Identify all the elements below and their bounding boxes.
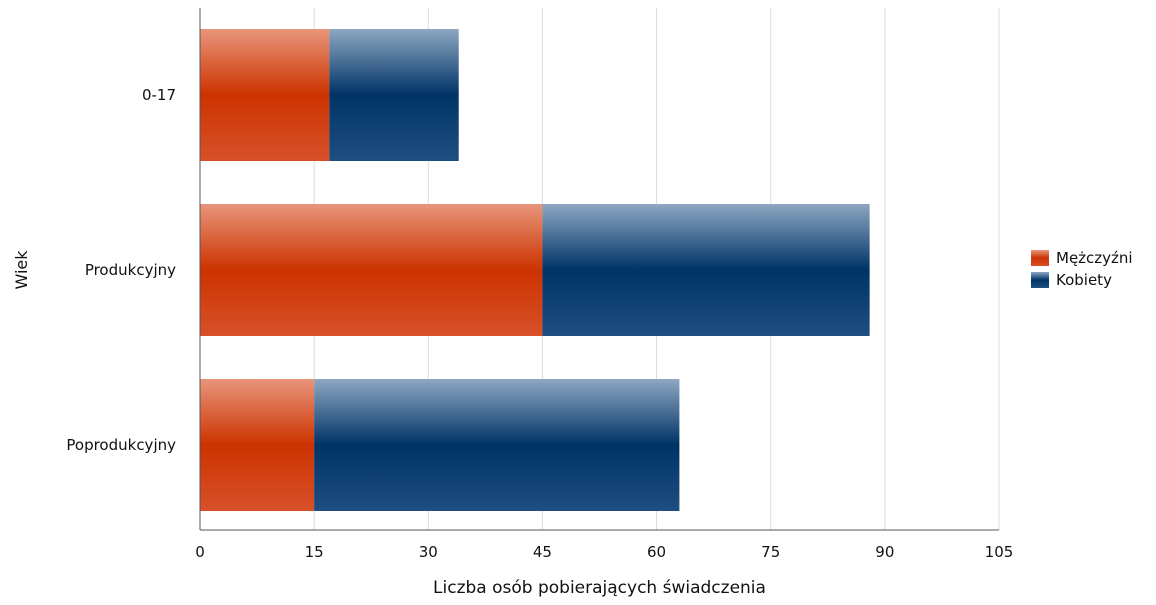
- x-axis-title: Liczba osób pobierających świadczenia: [433, 578, 766, 598]
- bar-poprodukcyjny-series-0: [200, 379, 315, 511]
- x-tick-label-75: 75: [761, 543, 780, 561]
- legend-label-0: Mężczyźni: [1056, 249, 1133, 267]
- x-tick-label-90: 90: [875, 543, 894, 561]
- bars: [200, 29, 870, 511]
- legend-swatch-0: [1031, 250, 1049, 266]
- x-tick-label-0: 0: [195, 543, 205, 561]
- bar-0-17-series-0: [200, 29, 330, 161]
- legend-swatch-1: [1031, 272, 1049, 288]
- bar-0-17-series-1: [329, 29, 459, 161]
- x-tick-label-105: 105: [985, 543, 1014, 561]
- category-label-0: 0-17: [142, 86, 176, 104]
- y-axis-title: Wiek: [12, 250, 31, 290]
- legend-label-1: Kobiety: [1056, 271, 1112, 289]
- x-tick-labels: 0 15 30 45 60 75 90 105: [195, 543, 1013, 561]
- category-label-1: Produkcyjny: [85, 261, 176, 279]
- bar-poprodukcyjny-series-1: [314, 379, 680, 511]
- x-tick-label-15: 15: [305, 543, 324, 561]
- axes: [199, 8, 999, 531]
- legend: Mężczyźni Kobiety: [1031, 249, 1133, 289]
- x-tick-label-45: 45: [533, 543, 552, 561]
- bar-produkcyjny-series-0: [200, 204, 543, 336]
- bar-produkcyjny-series-1: [542, 204, 870, 336]
- category-label-2: Poprodukcyjny: [66, 436, 176, 454]
- x-tick-label-60: 60: [647, 543, 666, 561]
- x-tick-label-30: 30: [419, 543, 438, 561]
- category-labels: 0-17 Produkcyjny Poprodukcyjny: [66, 86, 176, 454]
